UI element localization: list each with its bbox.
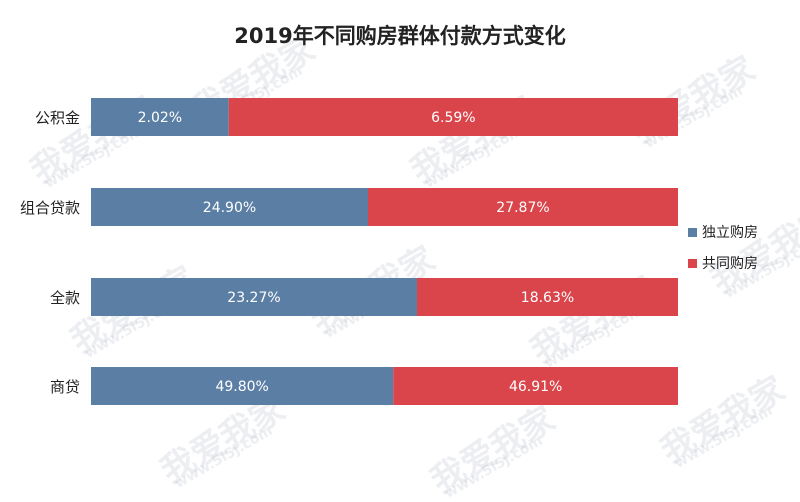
legend-label-1: 共同购房 [702,256,758,272]
bar-segment-independent-0 [91,98,229,136]
data-label-independent-3: 49.80% [215,379,268,395]
bar-segment-joint-3 [393,367,678,405]
bar-segment-independent-2 [91,278,418,316]
chart-title: 2019年不同购房群体付款方式变化 [234,24,566,48]
data-label-independent-2: 23.27% [227,290,280,306]
bar-segment-joint-0 [228,98,678,136]
bar-segment-independent-1 [91,188,368,226]
legend-label-0: 独立购房 [702,225,758,241]
category-label-0: 公积金 [35,109,80,127]
category-label-1: 组合贷款 [20,199,80,217]
legend-swatch-1 [688,259,697,268]
data-label-joint-1: 27.87% [496,200,549,216]
bar-segment-independent-3 [91,367,394,405]
data-label-joint-3: 46.91% [509,379,562,395]
data-label-joint-2: 18.63% [521,290,574,306]
legend-swatch-0 [688,228,697,237]
chart-plot: 2.02% 6.59% 公积金 24.90% 27.87% 组合贷款 23.27% 18.63… [20,98,758,405]
bar-segment-joint-1 [367,188,678,226]
bar-segment-joint-2 [417,278,678,316]
category-label-3: 商贷 [50,378,80,396]
data-label-independent-0: 2.02% [138,110,182,126]
category-label-2: 全款 [50,289,80,307]
data-label-joint-0: 6.59% [431,110,475,126]
data-label-independent-1: 24.90% [203,200,256,216]
